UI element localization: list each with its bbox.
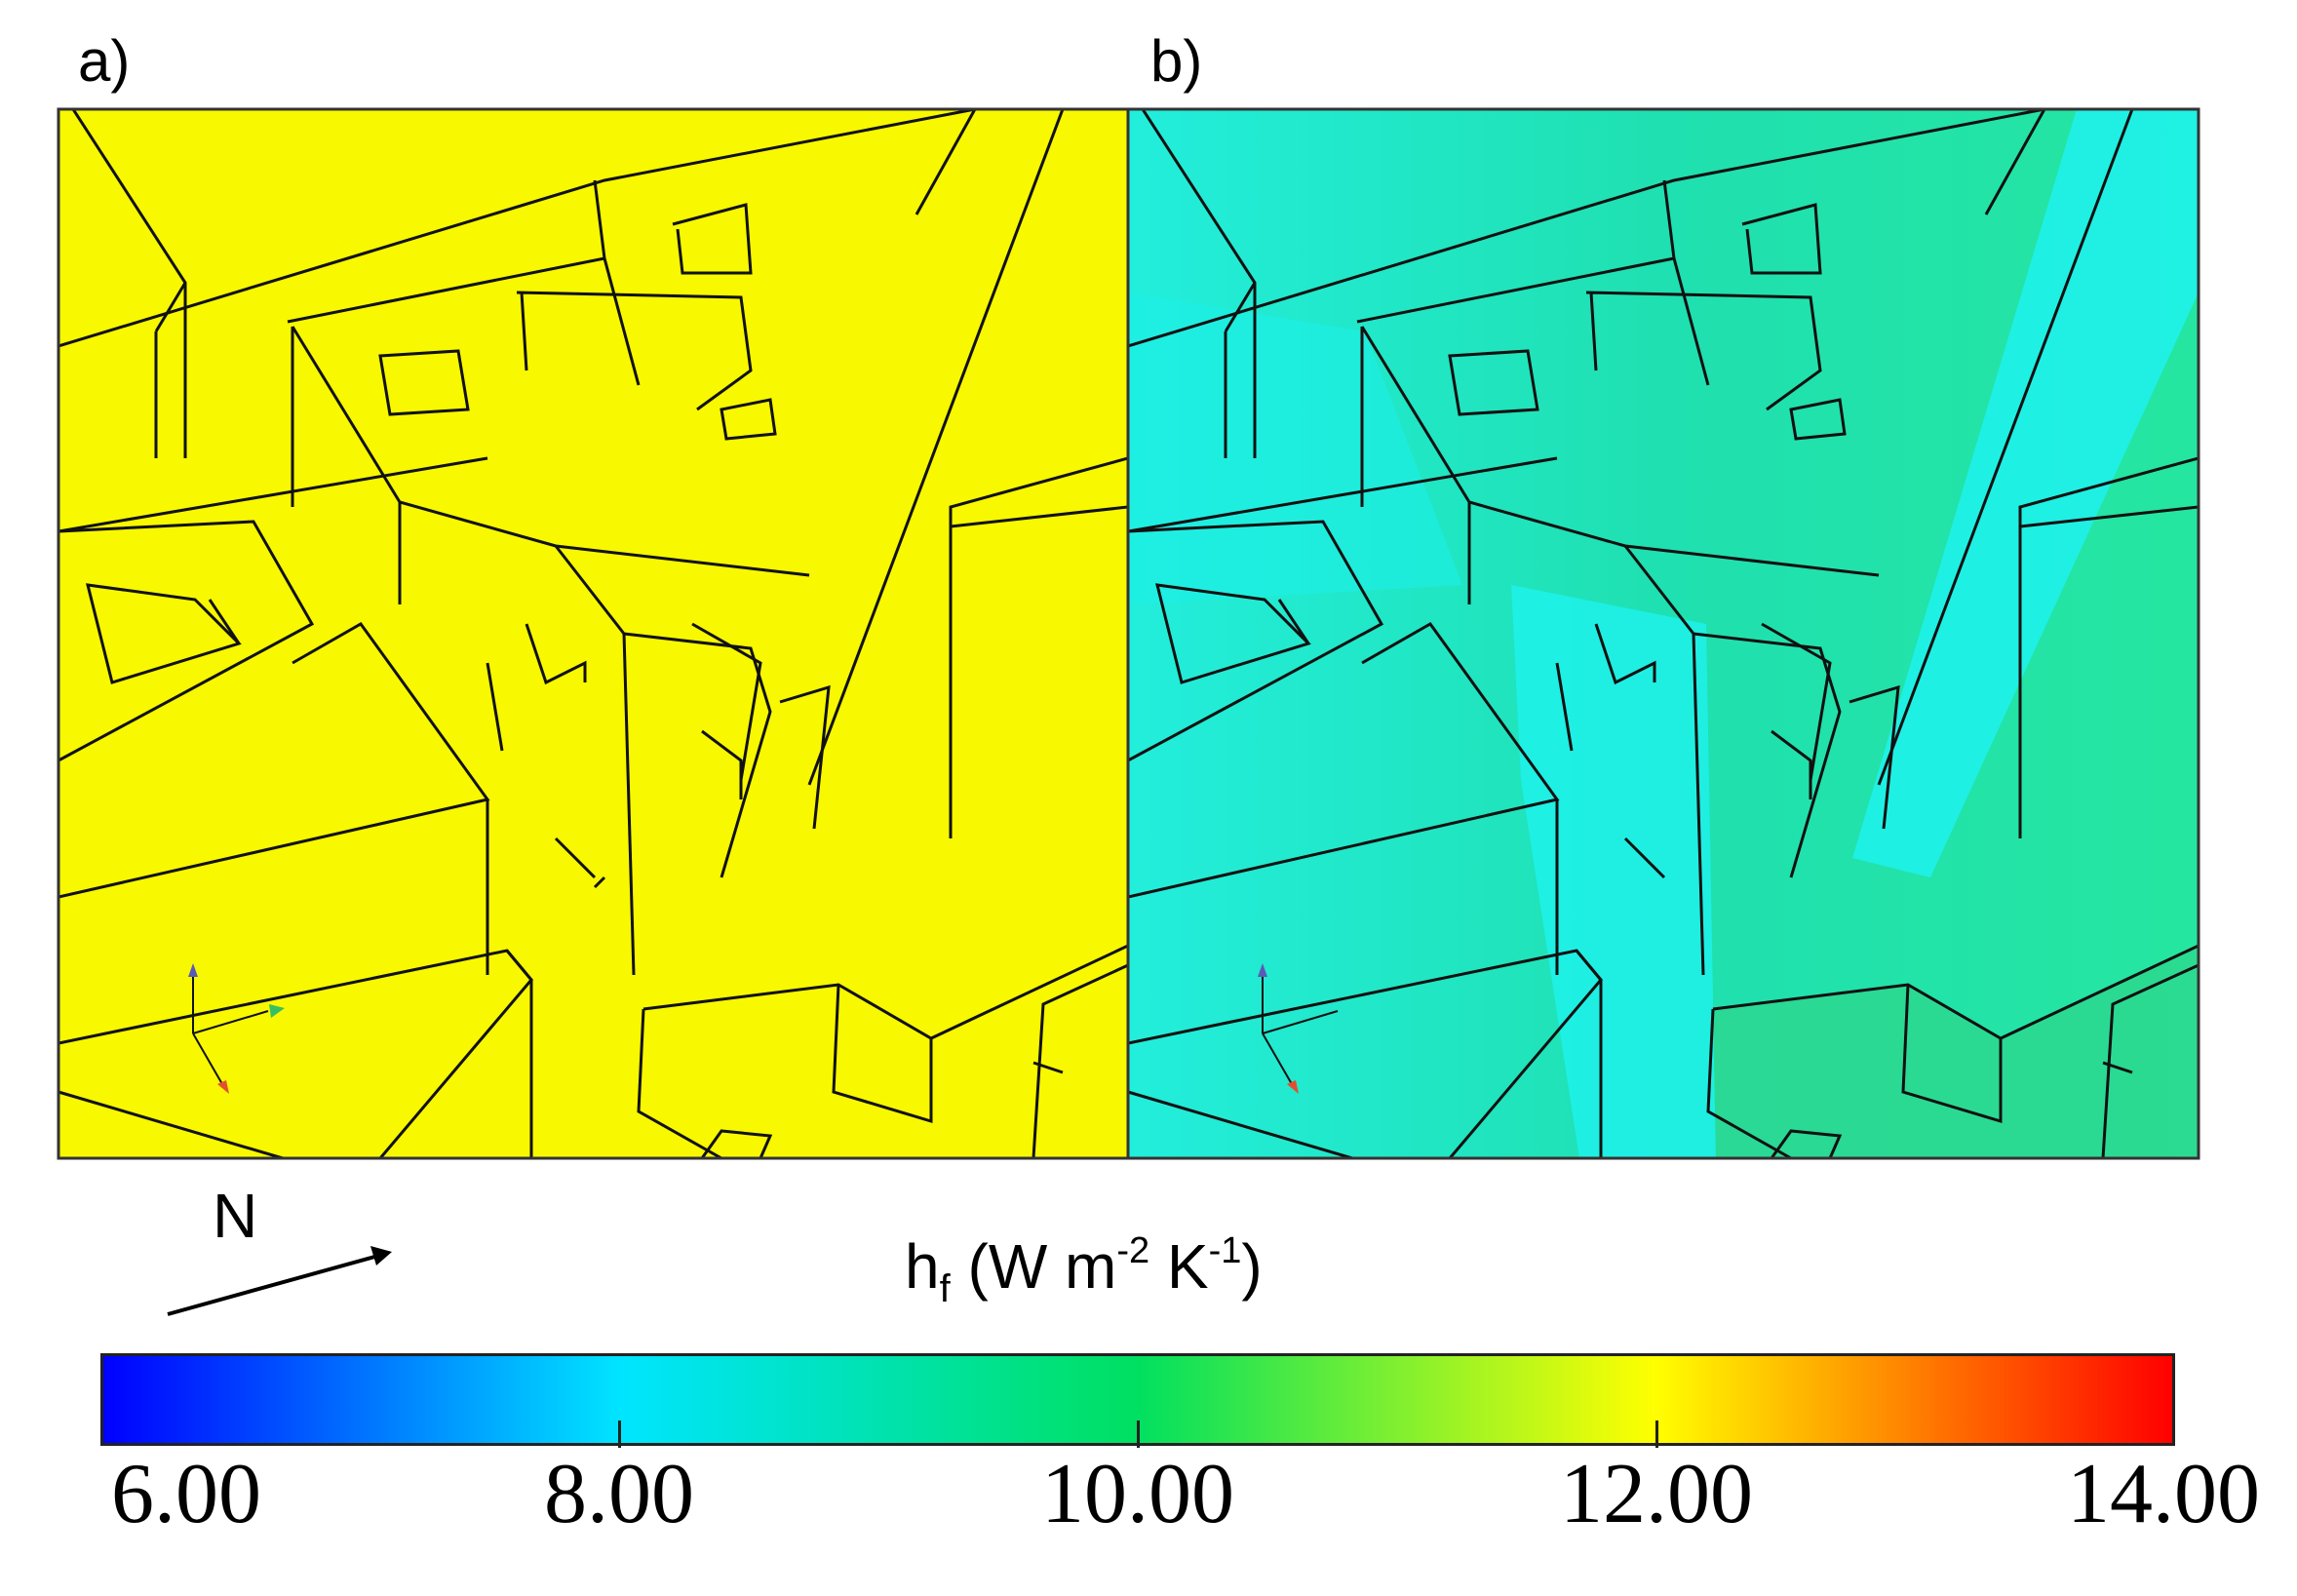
panel-a-building-outlines [58,109,1128,1158]
north-arrow [167,1246,392,1316]
colorbar-title-base: h [905,1231,940,1302]
panel-a-surface [58,109,1128,1158]
colorbar-tick-label: 12.00 [1560,1447,1753,1541]
colorbar-tick [1137,1421,1140,1448]
panel-b-frame [1126,107,2200,1160]
panel-b-surface [1128,109,2199,1158]
panel-b-building-outlines [1128,109,2199,1158]
colorbar-unit-close: ) [1241,1231,1263,1302]
north-label: N [213,1181,258,1251]
colorbar-unit-k: K [1149,1231,1209,1302]
colorbar-tick-label: 8.00 [544,1447,694,1541]
colorbar-tick-label: 14.00 [2067,1447,2260,1541]
colorbar-unit-exp2: -1 [1208,1230,1242,1271]
colorbar-unit-w: (W m [967,1231,1117,1302]
panel-label-a: a) [78,28,131,94]
colorbar-tick [1655,1421,1658,1448]
colorbar-tick [618,1421,621,1448]
axes-triad-a [188,963,285,1094]
panel-label-b: b) [1150,28,1203,94]
colorbar-tick-label: 10.00 [1041,1447,1234,1541]
colorbar-title-subscript: f [939,1267,951,1310]
colorbar-tick-label: 6.00 [111,1447,261,1541]
colorbar-unit-exp1: -2 [1116,1230,1150,1271]
axes-triad-b [1258,963,1339,1094]
colorbar-title: hf (W m-2 K-1) [905,1230,1263,1311]
